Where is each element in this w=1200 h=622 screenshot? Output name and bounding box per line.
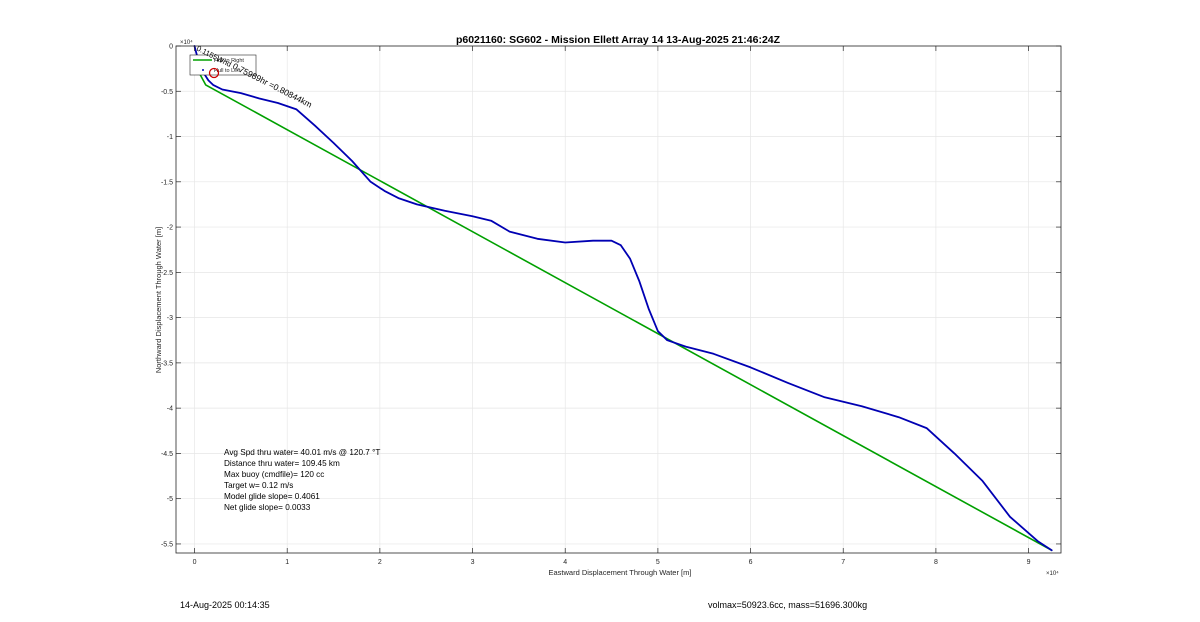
y-tick-label: -1 (167, 134, 173, 141)
y-tick-label: -3 (167, 315, 173, 322)
stat-target-w: Target w= 0.12 m/s (224, 481, 293, 490)
y-tick-label: -2 (167, 225, 173, 232)
legend: Hull to Right Hull to Left (189, 54, 257, 76)
x-tick-label: 7 (841, 559, 845, 566)
x-axis-exponent: ×10⁴ (1046, 570, 1059, 577)
y-axis-exponent: ×10⁴ (180, 39, 193, 46)
stat-avg-speed: Avg Spd thru water= 40.01 m/s @ 120.7 °T (224, 448, 380, 457)
stat-distance: Distance thru water= 109.45 km (224, 459, 340, 468)
x-axis-label: Eastward Displacement Through Water [m] (549, 568, 692, 577)
chart-title: p6021160: SG602 - Mission Ellett Array 1… (456, 34, 781, 46)
stat-max-buoy: Max buoy (cmdfile)= 120 cc (224, 470, 324, 479)
x-tick-label: 6 (749, 559, 753, 566)
y-tick-label: -0.5 (161, 89, 173, 96)
y-tick-label: -1.5 (161, 179, 173, 186)
y-tick-label: -2.5 (161, 270, 173, 277)
stat-net-glide-slope: Net glide slope= 0.0033 (224, 503, 311, 512)
legend-entry-hull-left: Hull to Left (214, 68, 241, 74)
legend-entry-hull-right: Hull to Right (214, 58, 244, 64)
x-tick-label: 1 (285, 559, 289, 566)
y-tick-label: -5 (167, 496, 173, 503)
series-track-line (193, 45, 1053, 552)
x-tick-label: 3 (471, 559, 475, 566)
x-tick-label: 8 (934, 559, 938, 566)
ticks-layer: 0 1 2 3 4 5 6 7 8 9 0 -0.5 -1 -1.5 -2 -2.5 -3 -3.5 -4 -4.5 -… (161, 44, 1061, 566)
y-tick-label: -3.5 (161, 360, 173, 367)
stat-model-glide-slope: Model glide slope= 0.4061 (224, 492, 320, 501)
plot-frame (175, 45, 1062, 554)
x-tick-label: 5 (656, 559, 660, 566)
x-tick-label: 9 (1027, 559, 1031, 566)
annotation-circle (208, 67, 220, 79)
footer-timestamp: 14-Aug-2025 00:14:35 (180, 600, 270, 610)
x-tick-label: 0 (193, 559, 197, 566)
y-tick-label: -4.5 (161, 451, 173, 458)
legend-marker-hull-left (202, 69, 204, 71)
y-axis-label: Northward Displacement Through Water [m] (154, 227, 163, 373)
y-tick-label: -5.5 (161, 541, 173, 548)
y-tick-label: -4 (167, 406, 173, 413)
grid-lines (176, 45, 1061, 553)
plot-area (176, 46, 1061, 553)
x-tick-label: 4 (563, 559, 567, 566)
footer-volmax-mass: volmax=50923.6cc, mass=51696.300kg (708, 600, 868, 610)
stats-block: Avg Spd thru water= 40.01 m/s @ 120.7 °T… (224, 448, 380, 512)
y-tick-label: 0 (169, 44, 173, 51)
x-tick-label: 2 (378, 559, 382, 566)
